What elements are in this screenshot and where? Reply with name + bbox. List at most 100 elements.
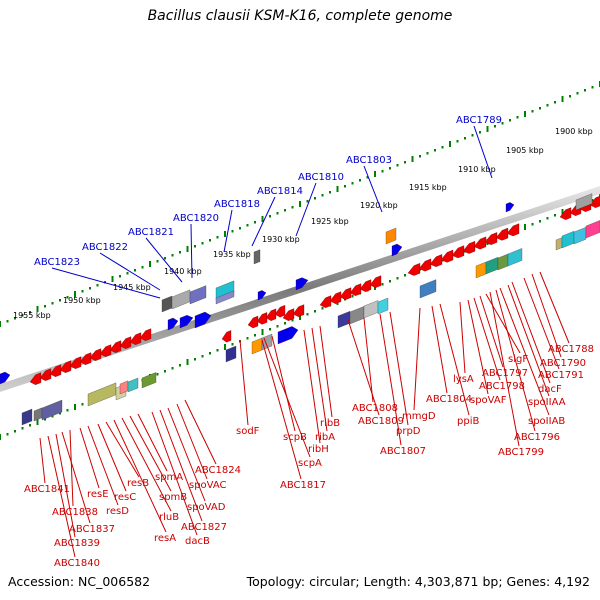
lower-tick [44,418,46,421]
gene-label: resC [114,492,136,503]
upper-tick [74,291,76,297]
leader-line [190,223,193,279]
leader-line [145,237,183,283]
scale-ticks: 1900 kbp 1905 kbp 1910 kbp 1915 kbp 1920 kbp… [0,81,600,440]
reverse-gene [339,287,352,300]
upper-tick [584,89,586,92]
leader-line [379,313,402,446]
gene-label: spmB [159,492,187,503]
reverse-gene [495,227,509,241]
lower-tick [216,349,219,352]
gene-label: ABC1798 [479,381,525,392]
leader-line [413,307,421,411]
upper-tick [134,269,136,272]
gene-label: ABC1803 [346,155,392,166]
upper-tick [306,200,309,203]
gene-label: ABC1797 [482,368,528,379]
scale-label: 1930 kbp [262,235,300,244]
upper-tick [224,231,226,237]
lower-tick [164,370,166,373]
upper-tick [561,96,564,102]
reverse-gene [39,368,52,381]
lower-tick [59,412,61,415]
reverse-gene [429,254,443,267]
leader-line [121,417,172,512]
lower-tick [51,415,54,418]
domain-block [575,193,593,211]
upper-tick [59,299,61,302]
lower-tick [14,430,16,433]
lower-tick [179,364,181,367]
upper-tick [539,107,541,110]
forward-gene [391,243,403,257]
upper-tick [411,156,414,162]
lower-tick [74,404,76,410]
upper-tick [381,170,384,173]
leader-line [479,295,504,368]
accession-text: Accession: NC_006582 [8,574,151,589]
gene-label: ABC1804 [426,394,472,405]
leader-line [363,317,374,403]
lower-tick [351,295,354,298]
reverse-gene [484,232,498,245]
upper-tick [569,95,571,98]
scale-label: 1935 kbp [213,250,251,259]
forward-gene [257,290,267,301]
leader-line [113,419,167,533]
gene-label: ABC1822 [82,242,128,253]
leader-line [499,287,550,416]
domain-block [475,261,487,279]
leader-line [87,425,119,506]
leader-line [55,433,76,538]
reverse-gene [319,295,332,308]
scale-label: 1940 kbp [164,267,202,276]
upper-tick [344,185,346,188]
upper-tick [269,215,271,218]
reverse-gene [99,344,112,357]
upper-tick [156,260,159,263]
reverse-gene [349,283,362,296]
topology-text: Topology: circular; Length: 4,303,871 bp… [246,574,590,589]
upper-tick [201,242,204,245]
domain-block [497,253,509,271]
leader-line [261,339,302,480]
gene-label: ABC1823 [34,257,80,268]
gene-label: ABC1788 [548,344,594,355]
upper-tick [314,197,316,200]
gene-label: ppiB [457,416,479,427]
gene-label: ribH [308,444,329,455]
reverse-gene [265,308,277,321]
domain-block [251,337,263,355]
reverse-gene [418,258,432,272]
upper-tick [456,140,459,143]
domain-block [337,310,351,329]
domain-block [41,399,63,421]
leader-line [99,252,161,291]
domain-block [573,226,587,245]
lower-tick [171,367,174,370]
leader-line [47,435,76,558]
reverse-gene [462,240,476,254]
leader-line [389,311,409,426]
map-title: Bacillus clausii KSM-K16, complete genom… [147,8,453,24]
domain-block [215,290,235,305]
upper-tick [119,275,121,278]
leader-line [311,327,328,432]
gene-label: lysA [453,374,474,385]
lower-tick [321,307,324,310]
upper-tick [419,155,421,158]
gene-label: ABC1808 [352,403,398,414]
reverse-gene [89,348,102,361]
leader-line [495,289,536,432]
forward-gene [179,315,194,329]
leader-line [459,301,466,374]
scale-label: 1945 kbp [113,283,151,292]
gene-label: dacF [538,384,562,395]
upper-tick [149,261,151,267]
leader-line [489,291,520,447]
backbone-bar [0,186,600,392]
lower-tick [254,334,256,337]
lower-tick [66,409,69,412]
reverse-gene [506,223,520,237]
reverse-gene [369,275,382,288]
